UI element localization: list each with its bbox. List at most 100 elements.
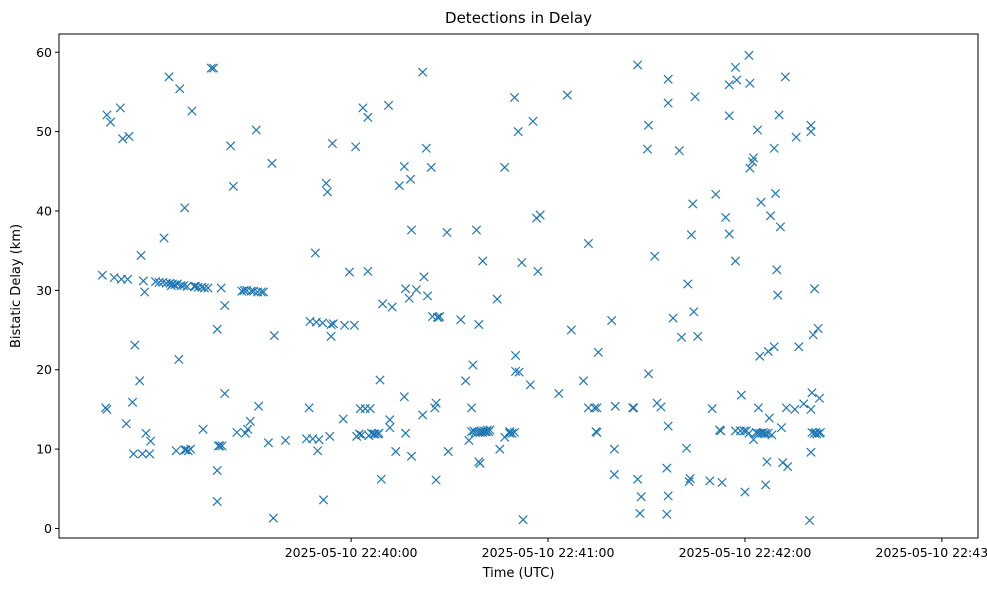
data-point <box>763 346 773 357</box>
data-point <box>377 299 388 309</box>
data-point <box>762 457 772 467</box>
data-point <box>662 463 672 473</box>
data-point <box>662 509 672 519</box>
y-tick-label: 0 <box>44 521 52 536</box>
data-point <box>806 447 816 457</box>
data-point <box>385 415 395 425</box>
data-point <box>185 444 196 454</box>
data-point <box>566 325 576 335</box>
data-point <box>495 444 505 454</box>
data-point <box>159 233 169 243</box>
data-point <box>761 428 771 438</box>
data-point <box>443 446 453 457</box>
data-point <box>322 187 333 197</box>
data-point <box>528 116 538 126</box>
data-point <box>263 438 274 448</box>
data-point <box>102 404 112 415</box>
data-point <box>745 78 755 88</box>
data-point <box>138 276 148 286</box>
data-point <box>374 428 384 438</box>
data-point <box>187 106 197 116</box>
data-point <box>338 414 348 424</box>
x-tick-label: 2025-05-10 22:43:00 <box>876 545 987 560</box>
data-point <box>507 428 517 438</box>
data-point <box>404 293 414 303</box>
data-point <box>216 283 226 293</box>
y-tick-label: 60 <box>36 45 52 60</box>
data-point <box>650 251 660 261</box>
data-point <box>405 174 416 184</box>
data-point <box>809 284 820 294</box>
data-point <box>794 342 804 352</box>
data-point <box>693 331 703 342</box>
chart-title: Detections in Delay <box>445 9 592 27</box>
data-point <box>732 75 742 85</box>
data-point <box>730 62 741 72</box>
data-point <box>642 144 653 154</box>
data-point <box>391 446 401 457</box>
data-point <box>310 248 320 258</box>
data-point <box>253 401 264 411</box>
data-point <box>681 443 692 453</box>
data-point <box>744 50 754 61</box>
data-point <box>773 290 783 300</box>
data-point <box>109 273 119 283</box>
data-point <box>418 410 428 420</box>
data-point <box>756 197 766 207</box>
data-point <box>212 324 222 334</box>
data-point <box>510 366 521 376</box>
data-point <box>807 427 817 438</box>
y-tick-label: 50 <box>36 124 52 139</box>
data-point <box>140 287 150 297</box>
data-point <box>199 283 210 293</box>
data-point <box>807 388 817 398</box>
data-point <box>317 318 328 328</box>
data-point <box>815 427 826 438</box>
data-point <box>304 403 314 413</box>
x-tick-label: 2025-05-10 22:41:00 <box>482 545 615 560</box>
data-point <box>753 403 764 413</box>
data-point <box>686 230 697 240</box>
data-point <box>707 404 717 414</box>
data-point <box>232 427 242 438</box>
data-point <box>326 331 336 342</box>
data-point <box>525 380 535 390</box>
data-point <box>217 441 227 451</box>
data-point <box>370 429 380 439</box>
data-point <box>179 280 189 291</box>
data-point <box>676 332 687 342</box>
data-point <box>349 320 360 330</box>
data-point <box>610 401 620 411</box>
data-point <box>419 272 429 282</box>
data-point <box>813 323 823 334</box>
data-point <box>426 162 436 172</box>
data-point <box>137 449 147 459</box>
plot-area <box>58 33 979 539</box>
data-point <box>394 180 404 191</box>
data-point <box>365 404 375 414</box>
data-point <box>500 162 510 172</box>
data-point <box>318 495 329 505</box>
data-point <box>492 294 502 304</box>
data-point <box>399 161 409 172</box>
data-point <box>313 446 323 456</box>
data-point <box>509 92 520 103</box>
data-point <box>769 342 779 352</box>
data-point <box>806 120 816 130</box>
data-point <box>135 376 145 386</box>
data-point <box>562 90 573 100</box>
data-point <box>128 449 139 459</box>
data-point <box>724 111 734 121</box>
data-point <box>351 142 361 152</box>
data-point <box>684 477 694 487</box>
data-point <box>206 63 216 73</box>
y-axis-label: Bistatic Delay (km) <box>9 224 24 348</box>
data-point <box>175 84 185 94</box>
data-point <box>674 146 684 156</box>
data-point <box>339 320 350 330</box>
data-point <box>769 143 779 153</box>
data-point <box>421 143 431 153</box>
data-point <box>121 419 131 429</box>
data-point <box>799 399 809 409</box>
data-point <box>354 429 364 439</box>
